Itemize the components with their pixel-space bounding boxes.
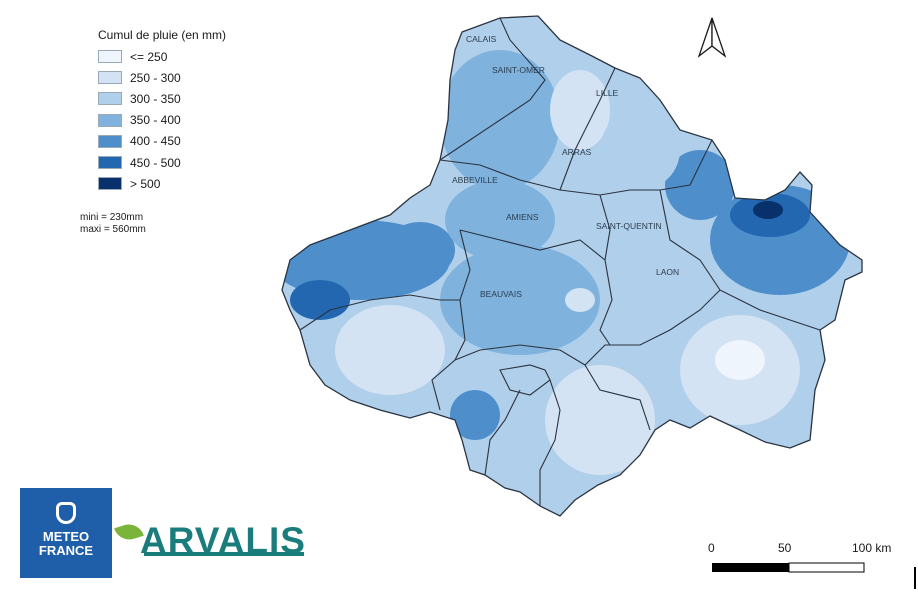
legend-item: 400 - 450 bbox=[98, 131, 226, 152]
legend-label: 300 - 350 bbox=[130, 91, 181, 106]
city-label-saint-quentin: SAINT-QUENTIN bbox=[596, 221, 662, 231]
legend-item: 250 - 300 bbox=[98, 67, 226, 88]
legend-swatch bbox=[98, 134, 122, 148]
legend-label: 400 - 450 bbox=[130, 134, 181, 149]
legend-swatch bbox=[98, 156, 122, 170]
legend-swatch bbox=[98, 50, 122, 64]
city-label-arras: ARRAS bbox=[562, 147, 592, 157]
legend-swatch bbox=[98, 71, 122, 85]
scale-bar: 0 50 100 km bbox=[708, 541, 891, 573]
north-arrow-icon bbox=[697, 17, 727, 58]
legend-item: 350 - 400 bbox=[98, 110, 226, 131]
text-cursor bbox=[914, 567, 916, 589]
legend-swatch bbox=[98, 177, 122, 191]
stats-mini: mini = 230mm bbox=[80, 212, 144, 223]
scale-segment-light bbox=[788, 562, 865, 573]
city-label-saint-omer: SAINT-OMER bbox=[492, 65, 545, 75]
legend-item: <= 250 bbox=[98, 46, 226, 67]
meteo-france-line1: METEO bbox=[42, 529, 90, 544]
stats-maxi: maxi = 560mm bbox=[80, 224, 146, 235]
legend-label: 450 - 500 bbox=[130, 155, 181, 170]
city-label-amiens: AMIENS bbox=[506, 212, 539, 222]
legend-label: 250 - 300 bbox=[130, 70, 181, 85]
legend-label: 350 - 400 bbox=[130, 113, 181, 128]
legend-title: Cumul de pluie (en mm) bbox=[98, 28, 227, 42]
scale-tick-100: 100 km bbox=[852, 541, 891, 555]
stats-box: mini = 230mm maxi = 560mm bbox=[80, 212, 146, 236]
arvalis-underline bbox=[144, 552, 304, 556]
city-labels: CALAIS SAINT-OMER LILLE ARRAS ABBEVILLE … bbox=[452, 34, 679, 299]
meteo-france-emblem-icon bbox=[56, 502, 76, 524]
legend-label: > 500 bbox=[130, 176, 161, 191]
meteo-france-line2: FRANCE bbox=[38, 543, 94, 558]
city-label-abbeville: ABBEVILLE bbox=[452, 175, 498, 185]
scale-segment-dark bbox=[712, 563, 789, 572]
legend-swatch bbox=[98, 113, 122, 127]
city-label-laon: LAON bbox=[656, 267, 679, 277]
legend-rows: <= 250 250 - 300 300 - 350 350 - 400 400 - 4… bbox=[98, 46, 226, 194]
legend-item: 450 - 500 bbox=[98, 152, 226, 173]
meteo-france-logo: METEO FRANCE bbox=[20, 488, 112, 578]
rainfall-raster bbox=[282, 16, 862, 516]
city-label-calais: CALAIS bbox=[466, 34, 497, 44]
region-boundaries bbox=[281, 15, 863, 517]
scale-tick-50: 50 bbox=[778, 541, 792, 555]
legend-label: <= 250 bbox=[130, 49, 168, 64]
scale-tick-0: 0 bbox=[708, 541, 715, 555]
legend-item: > 500 bbox=[98, 173, 226, 194]
city-label-lille: LILLE bbox=[596, 88, 619, 98]
legend-swatch bbox=[98, 92, 122, 106]
legend-item: 300 - 350 bbox=[98, 88, 226, 109]
legend: Cumul de pluie (en mm) <= 250 250 - 300 30… bbox=[98, 28, 226, 194]
city-label-beauvais: BEAUVAIS bbox=[480, 289, 522, 299]
